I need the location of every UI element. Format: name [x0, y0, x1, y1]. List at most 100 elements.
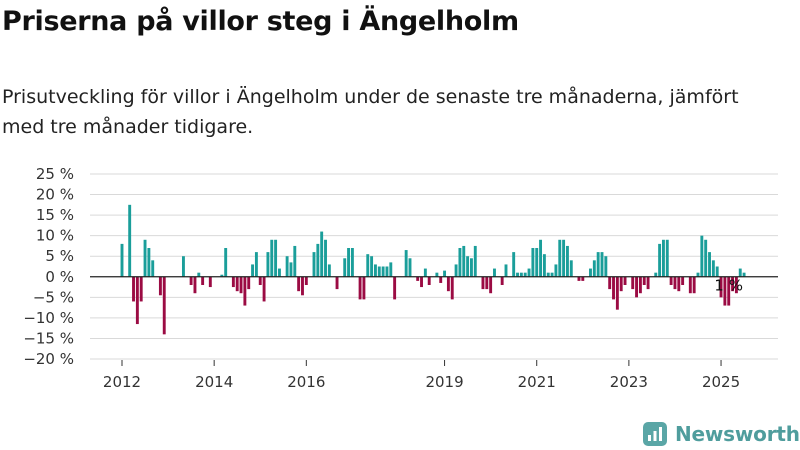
- x-tick-label: 2025: [702, 373, 740, 391]
- bar: [370, 256, 374, 277]
- bar: [527, 268, 531, 277]
- bar: [393, 276, 397, 300]
- bar: [458, 248, 462, 277]
- bar: [542, 254, 546, 277]
- bar: [158, 276, 162, 296]
- newsworthy-logo: Newsworthy: [643, 419, 800, 449]
- bar: [416, 276, 420, 281]
- bar: [220, 274, 224, 277]
- bar: [132, 276, 135, 302]
- bar: [700, 235, 704, 277]
- bar: [615, 276, 619, 310]
- bar: [151, 260, 155, 277]
- bar: [469, 258, 473, 277]
- bar: [600, 252, 604, 277]
- bar: [120, 243, 124, 277]
- y-tick-label: 15 %: [36, 206, 74, 224]
- bar: [738, 268, 742, 277]
- bar: [128, 204, 132, 277]
- bars: [120, 204, 746, 335]
- x-tick-label: 2016: [287, 373, 325, 391]
- bar: [285, 256, 289, 277]
- bar: [420, 276, 423, 288]
- y-axis-labels: 25 % 20 % 15 % 10 % 5 % 0 % −5 % −10 % −15 % −20 …: [23, 165, 74, 368]
- grid-lines: [90, 173, 778, 360]
- bar: [658, 243, 662, 277]
- bar: [646, 276, 650, 290]
- bar: [677, 276, 681, 292]
- bar: [692, 276, 696, 294]
- bar: [500, 276, 504, 285]
- bar: [489, 276, 493, 294]
- bar: [247, 276, 251, 290]
- bar: [673, 276, 677, 290]
- bar: [708, 252, 711, 277]
- bar: [731, 276, 735, 292]
- bar: [427, 276, 431, 285]
- x-tick-label: 2019: [425, 373, 463, 391]
- bar: [350, 248, 354, 277]
- bar: [665, 239, 669, 277]
- bar: [439, 276, 443, 283]
- bar: [623, 276, 627, 285]
- bar: [181, 256, 185, 277]
- bar: [612, 276, 615, 300]
- bar: [642, 276, 646, 285]
- bar: [635, 276, 639, 298]
- bar: [688, 276, 692, 294]
- x-tick-label: 2012: [103, 373, 141, 391]
- bar: [711, 260, 715, 277]
- bar: [539, 239, 543, 277]
- bar: [335, 276, 339, 290]
- bar: [385, 266, 389, 277]
- bar: [565, 245, 569, 277]
- bar: [704, 239, 708, 277]
- bar: [485, 276, 489, 290]
- bar: [297, 276, 301, 292]
- bar: [454, 264, 458, 277]
- y-tick-label: 0 %: [45, 268, 74, 286]
- bar: [512, 252, 516, 277]
- bar: [235, 276, 239, 292]
- bar: [358, 276, 362, 300]
- bar: [139, 276, 143, 302]
- bar: [254, 252, 258, 277]
- bar: [661, 239, 665, 277]
- brand-name: Newsworthy: [675, 422, 800, 446]
- bar: [523, 272, 527, 277]
- bar: [312, 252, 316, 277]
- bar: [423, 268, 427, 277]
- annotations: 1 %: [714, 277, 743, 295]
- bar: [558, 239, 562, 277]
- bar: [316, 243, 320, 277]
- bar: [270, 239, 274, 277]
- bar: [562, 239, 566, 277]
- bar: [608, 276, 612, 290]
- bar: [189, 276, 193, 285]
- bar: [516, 272, 519, 277]
- bar: [589, 268, 592, 277]
- y-tick-label: −15 %: [23, 329, 74, 347]
- bar: [197, 272, 201, 277]
- bar: [581, 276, 585, 281]
- x-axis-labels: 2012 2014 2016 2019 2021 2023 2025: [103, 360, 740, 391]
- bar: [638, 276, 642, 294]
- bar: [274, 239, 278, 277]
- bar: [208, 276, 212, 288]
- bar: [592, 260, 596, 277]
- y-tick-label: −5 %: [33, 288, 74, 306]
- bar: [320, 231, 324, 277]
- x-tick-label: 2021: [518, 373, 556, 391]
- x-tick-label: 2023: [610, 373, 648, 391]
- bar: [715, 266, 719, 277]
- bar: [619, 276, 623, 292]
- bar: [239, 276, 243, 294]
- bar: [604, 256, 608, 277]
- bar: [366, 254, 370, 277]
- bar: [462, 245, 466, 277]
- bar: [493, 268, 496, 277]
- bar: [262, 276, 266, 302]
- bar: [266, 252, 270, 277]
- bar: [531, 248, 535, 277]
